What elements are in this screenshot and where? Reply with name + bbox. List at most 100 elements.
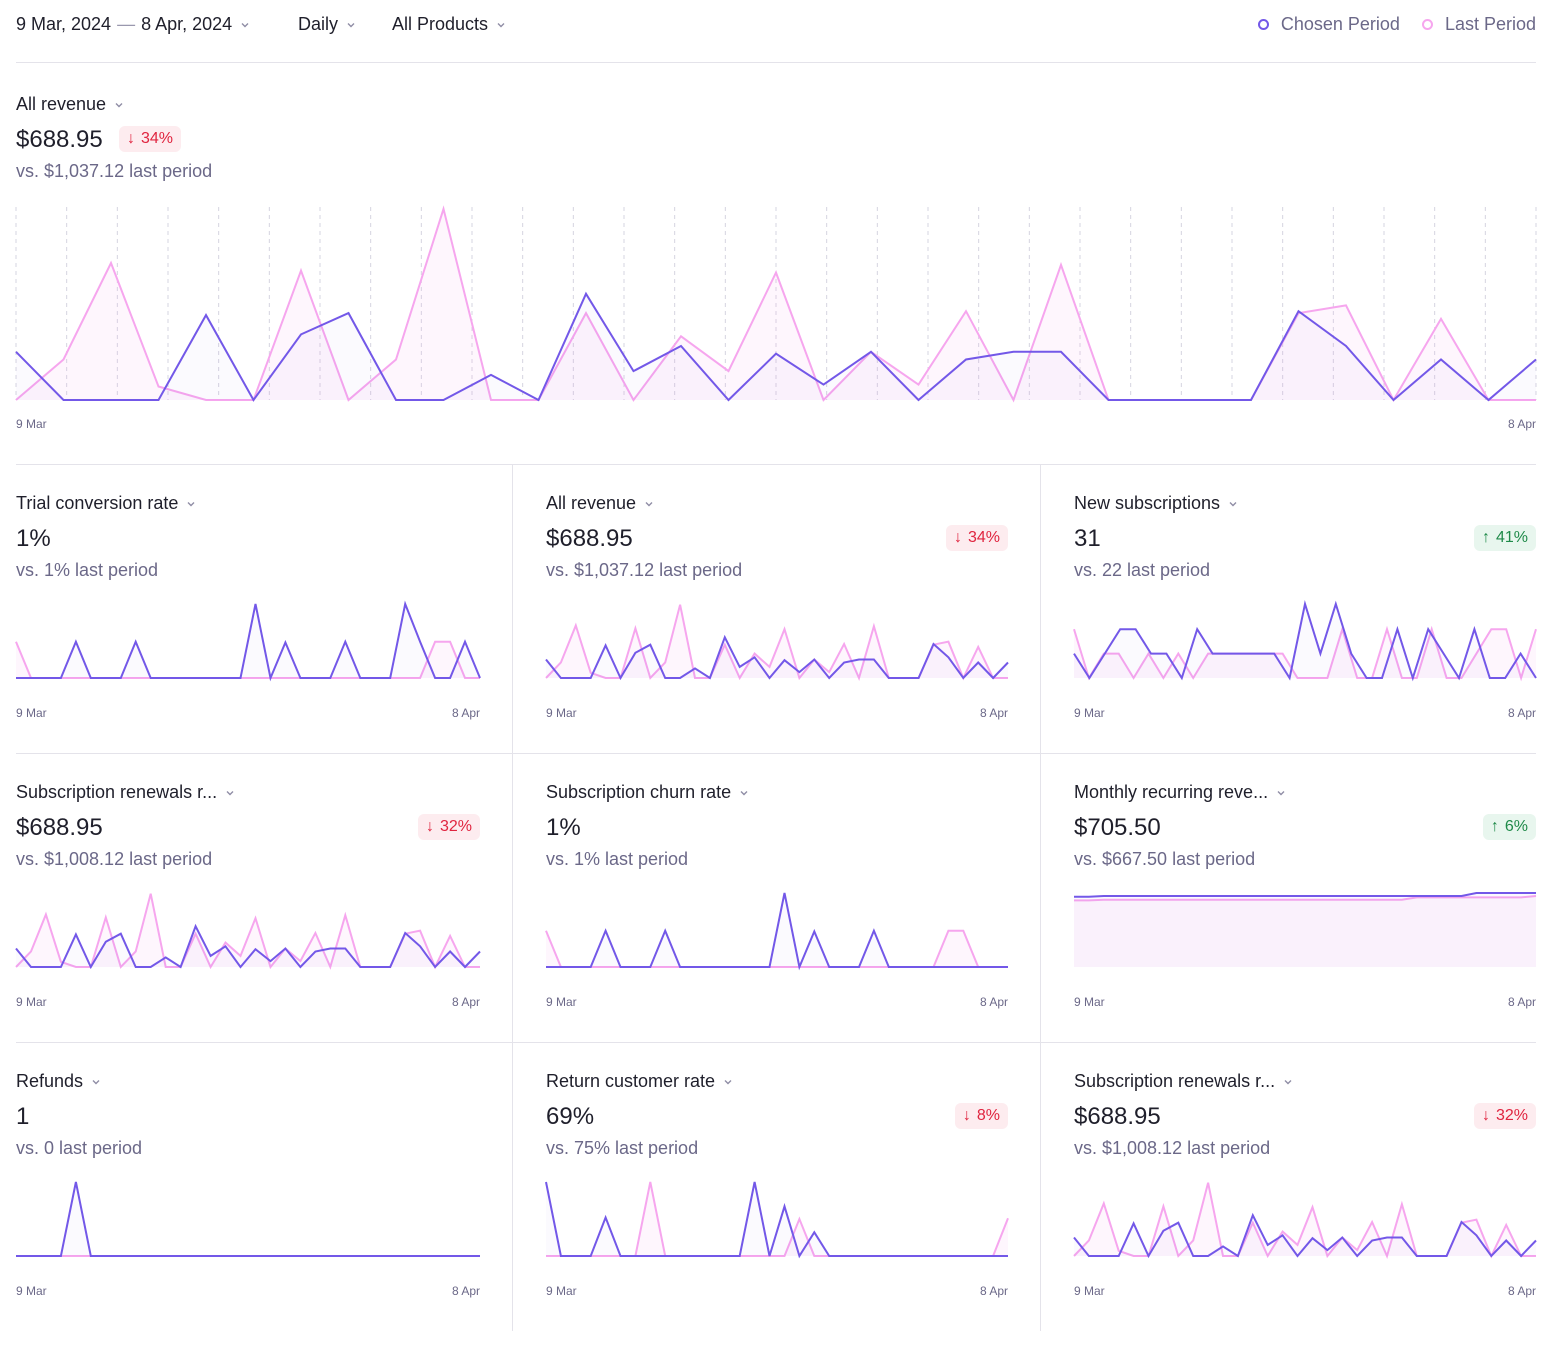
x-axis-end-label: 8 Apr [979, 995, 1008, 1009]
metric-title: Subscription renewals r... [1074, 1071, 1276, 1091]
x-axis-start-label: 9 Mar [1074, 995, 1105, 1009]
chevron-down-icon [723, 1077, 733, 1087]
chevron-down-icon [739, 788, 749, 798]
comparison-text: vs. $1,037.12 last period [546, 560, 743, 580]
metric-line-chart[interactable] [15, 600, 481, 692]
change-badge: ↓ 34% [119, 126, 182, 152]
metric-line-chart[interactable] [545, 1180, 1009, 1270]
chevron-down-icon [346, 20, 356, 30]
last-period-area [1074, 896, 1536, 967]
divider [1040, 465, 1041, 1331]
metric-line-chart[interactable] [1073, 1180, 1537, 1270]
divider [16, 464, 1536, 465]
chevron-down-icon [225, 788, 235, 798]
last-period-area [16, 208, 1536, 400]
interval-select[interactable]: Daily [298, 14, 356, 35]
main-metric-value: $688.95 [16, 126, 103, 153]
divider [16, 62, 1536, 63]
x-axis-start-label: 9 Mar [16, 417, 47, 431]
metric-value: $705.50 [1074, 814, 1161, 841]
metric-selector[interactable]: Return customer rate [546, 1071, 733, 1092]
metric-title: New subscriptions [1074, 493, 1221, 513]
metric-title: Subscription renewals r... [16, 782, 218, 802]
legend-last-period[interactable]: Last Period [1421, 14, 1536, 35]
chevron-down-icon [1276, 788, 1286, 798]
change-badge-value: 32% [439, 818, 472, 835]
chevron-down-icon [114, 100, 124, 110]
chosen-period-line [15, 291, 1537, 402]
metric-panel: Return customer rate 69% ↓ 8% vs. 75% last p… [545, 1067, 1009, 1307]
metric-value: 1% [546, 814, 581, 841]
divider [16, 753, 1536, 754]
product-label: All Products [392, 14, 489, 34]
chosen-period-line [545, 1181, 1008, 1259]
metric-panel: Trial conversion rate 1% vs. 1% last perio… [15, 489, 481, 729]
metric-line-chart[interactable] [545, 891, 1008, 981]
x-axis-end-label: 8 Apr [979, 1284, 1008, 1298]
change-badge-value: 32% [1495, 1107, 1528, 1124]
metric-title: Refunds [16, 1071, 84, 1091]
product-select[interactable]: All Products [392, 14, 506, 35]
metric-selector[interactable]: Subscription churn rate [546, 782, 749, 803]
comparison-text: vs. $1,037.12 last period [16, 161, 213, 181]
metric-line-chart[interactable] [1074, 891, 1537, 981]
arrow-up-icon: ↑ [1490, 818, 1499, 835]
legend-chosen-period[interactable]: Chosen Period [1257, 14, 1400, 35]
x-axis-start-label: 9 Mar [16, 1284, 47, 1298]
metric-title: Subscription churn rate [546, 782, 732, 802]
change-badge: ↓ 32% [417, 814, 480, 840]
revenue-line-chart[interactable] [15, 205, 1537, 403]
metric-value: $688.95 [1074, 1103, 1161, 1130]
date-start: 9 Mar, 2024 [16, 14, 112, 34]
comparison-text: vs. 1% last period [16, 560, 159, 580]
x-axis-start-label: 9 Mar [546, 706, 577, 720]
metric-value: 69% [546, 1103, 595, 1130]
toolbar: 9 Mar, 2024 — 8 Apr, 2024 Daily All Prod… [16, 0, 1536, 52]
metric-title: Monthly recurring reve... [1074, 782, 1269, 802]
metric-selector[interactable]: Subscription renewals r... [1074, 1071, 1293, 1092]
date-range-picker[interactable]: 9 Mar, 2024 — 8 Apr, 2024 [16, 14, 250, 35]
metric-line-chart[interactable] [545, 602, 1009, 692]
metric-selector[interactable]: Monthly recurring reve... [1074, 782, 1286, 803]
metric-selector[interactable]: New subscriptions [1074, 493, 1238, 514]
metric-selector[interactable]: Refunds [16, 1071, 101, 1092]
divider [512, 465, 513, 1331]
comparison-text: vs. $1,008.12 last period [1074, 1138, 1271, 1158]
metric-title: Return customer rate [546, 1071, 716, 1091]
x-axis-start-label: 9 Mar [1074, 1284, 1105, 1298]
metric-selector[interactable]: All revenue [546, 493, 654, 514]
comparison-text: vs. 1% last period [546, 849, 689, 869]
chosen-period-line [546, 892, 1008, 971]
change-badge-value: 8% [976, 1107, 1000, 1124]
change-badge-value: 6% [1504, 818, 1528, 835]
interval-label: Daily [298, 14, 339, 34]
metric-line-chart[interactable] [15, 891, 481, 981]
x-axis-start-label: 9 Mar [16, 995, 47, 1009]
change-badge: ↓ 8% [954, 1103, 1008, 1129]
chart-legend: Chosen Period Last Period [1236, 14, 1536, 35]
metric-panel: Subscription renewals r... $688.95 ↓ 32% vs.… [1073, 1067, 1537, 1307]
x-axis-start-label: 9 Mar [16, 706, 47, 720]
x-axis-end-label: 8 Apr [1507, 417, 1536, 431]
change-badge-value: 41% [1495, 529, 1528, 546]
last-period-marker-icon [1421, 19, 1433, 30]
arrow-down-icon: ↓ [1481, 1107, 1490, 1124]
date-end: 8 Apr, 2024 [141, 14, 233, 34]
arrow-down-icon: ↓ [962, 1107, 971, 1124]
legend-chosen-label: Chosen Period [1280, 14, 1400, 34]
metric-selector[interactable]: Trial conversion rate [16, 493, 196, 514]
metric-line-chart[interactable] [16, 1180, 480, 1270]
chosen-period-line [15, 923, 481, 970]
metric-panel: Refunds 1 vs. 0 last period 9 Mar 8 Apr [16, 1067, 480, 1307]
metric-line-chart[interactable] [1073, 600, 1537, 692]
legend-last-label: Last Period [1444, 14, 1536, 34]
x-axis-end-label: 8 Apr [1507, 995, 1536, 1009]
comparison-text: vs. $1,008.12 last period [16, 849, 213, 869]
metric-selector[interactable]: Subscription renewals r... [16, 782, 235, 803]
divider [16, 1042, 1536, 1043]
change-badge: ↑ 41% [1473, 525, 1536, 551]
metric-selector[interactable]: All revenue [16, 94, 124, 115]
chevron-down-icon [496, 20, 506, 30]
chosen-period-area [16, 1182, 480, 1256]
metric-panel: New subscriptions 31 ↑ 41% vs. 22 last perio… [1073, 489, 1537, 729]
